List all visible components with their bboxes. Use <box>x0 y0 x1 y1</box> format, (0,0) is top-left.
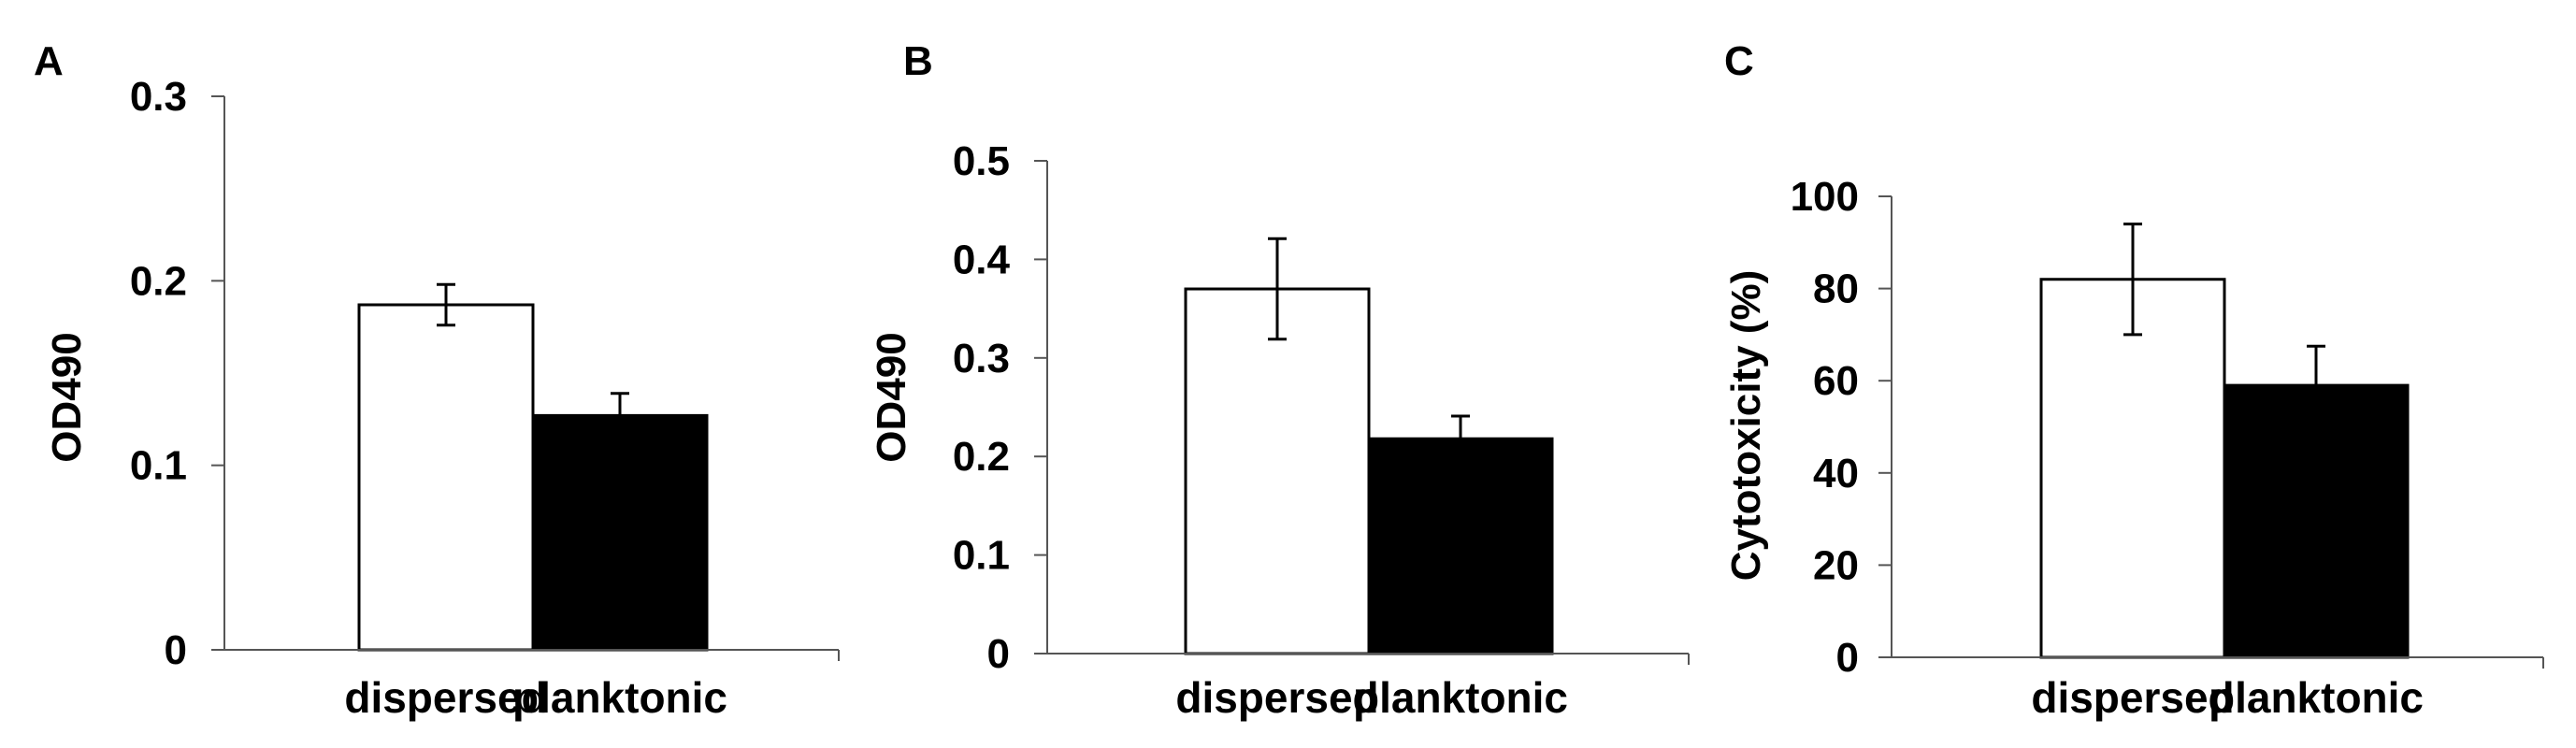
panel-c-y-tick-label-0: 0 <box>1836 635 1859 681</box>
panel-b-category-label-dispersed: dispersed <box>1175 673 1378 722</box>
panel-c-y-ticks: 0 20 40 60 80 100 <box>1791 174 1892 681</box>
panel-c-category-label-dispersed: dispersed <box>2031 673 2234 722</box>
panel-a-bar-planktonic <box>531 413 709 652</box>
panel-b-bars <box>1184 287 1554 655</box>
panel-b-y-tick-label-4: 0.4 <box>953 237 1011 282</box>
panel-a-y-ticks: 0 0.1 0.2 0.3 <box>130 74 224 673</box>
panel-c-bars <box>2039 278 2410 659</box>
panel-b-error-bar-dispersed <box>1268 237 1287 341</box>
panel-a-category-label-planktonic: planktonic <box>512 673 727 722</box>
panel-b-error-bar-planktonic <box>1451 414 1470 463</box>
panel-c-y-tick-label-1: 20 <box>1813 542 1859 588</box>
panel-b-y-tick-label-5: 0.5 <box>953 138 1010 184</box>
panel-a-y-axis-label: OD490 <box>44 332 90 462</box>
panel-a-bars <box>357 303 709 652</box>
panel-c: C Cytotoxicity (%) 0 20 40 60 80 100 disperse… <box>1723 38 2544 722</box>
panel-c-y-tick-label-3: 60 <box>1813 358 1859 404</box>
panel-b-y-ticks: 0 0.1 0.2 0.3 0.4 0.5 <box>953 138 1047 677</box>
panel-b-y-tick-label-3: 0.3 <box>953 336 1010 381</box>
panel-b-y-tick-label-0: 0 <box>987 631 1010 677</box>
panel-a-bar-dispersed <box>357 303 535 652</box>
panel-c-category-label-planktonic: planktonic <box>2209 673 2424 722</box>
panel-b-y-tick-label-2: 0.2 <box>953 434 1010 480</box>
panel-c-letter: C <box>1724 38 1754 84</box>
panel-b-letter: B <box>903 38 933 84</box>
panel-a-y-tick-label-0: 0 <box>165 627 187 673</box>
panel-b-y-tick-label-1: 0.1 <box>953 533 1010 579</box>
panel-a-axes <box>223 96 840 661</box>
panel-c-error-bar-dispersed <box>2123 223 2142 337</box>
panel-a-y-tick-label-3: 0.3 <box>130 74 187 120</box>
panel-c-y-tick-label-5: 100 <box>1791 174 1859 220</box>
panel-c-axes <box>1891 196 2544 669</box>
panel-b-error-bars <box>1268 237 1470 463</box>
panel-b-category-label-planktonic: planktonic <box>1353 673 1568 722</box>
panel-c-y-tick-label-4: 80 <box>1813 266 1859 312</box>
panel-c-y-axis-label: Cytotoxicity (%) <box>1723 270 1769 581</box>
panel-a-error-bar-planktonic <box>611 392 629 439</box>
panel-c-error-bar-planktonic <box>2307 344 2325 426</box>
panel-b-y-axis-label: OD490 <box>869 332 914 462</box>
panel-a-error-bar-dispersed <box>437 282 455 327</box>
panel-b: B OD490 0 0.1 0.2 0.3 0.4 0.5 dispersedplankt… <box>869 38 1690 722</box>
panel-a-letter: A <box>34 38 64 84</box>
panel-b-axes <box>1046 161 1690 665</box>
panel-a-category-label-dispersed: dispersed <box>344 673 547 722</box>
panel-c-y-tick-label-2: 40 <box>1813 451 1859 496</box>
panel-a-y-tick-label-2: 0.2 <box>130 258 187 304</box>
panel-b-bar-dispersed <box>1184 287 1371 655</box>
panel-a-y-tick-label-1: 0.1 <box>130 443 187 489</box>
panel-b-bar-planktonic <box>1367 437 1554 655</box>
panel-a-error-bars <box>437 282 629 439</box>
panel-c-bar-dispersed <box>2039 278 2226 659</box>
panel-c-bar-planktonic <box>2223 383 2410 659</box>
panel-c-error-bars <box>2123 223 2325 426</box>
